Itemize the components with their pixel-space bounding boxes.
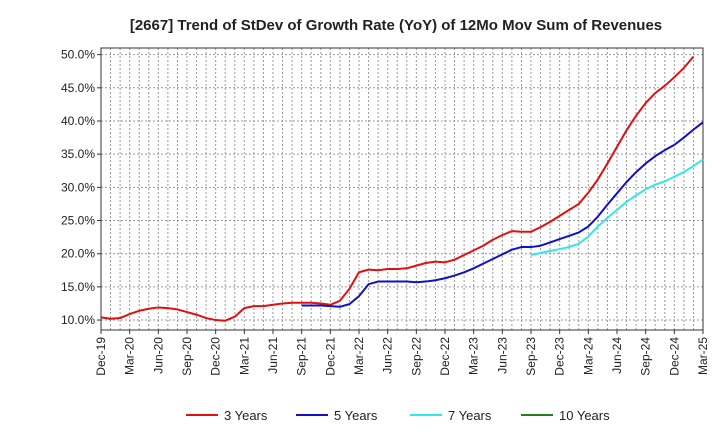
y-tick-label: 45.0% [61,81,95,95]
series-group [100,55,704,322]
x-tick-label: Jun-20 [151,337,165,374]
x-tick-label: Dec-19 [94,337,108,376]
legend-label: 5 Years [334,408,378,423]
x-tick-label: Sep-22 [409,337,423,376]
y-tick-label: 10.0% [61,313,95,327]
x-tick-label: Sep-23 [524,337,538,376]
y-tick-label: 25.0% [61,214,95,228]
y-tick-label: 50.0% [61,48,95,62]
x-tick-label: Jun-22 [381,337,395,374]
legend-label: 7 Years [448,408,492,423]
x-tick-label: Mar-20 [123,337,137,375]
chart-title: [2667] Trend of StDev of Growth Rate (Yo… [130,17,662,34]
x-tick-label: Mar-22 [352,337,366,375]
x-tick-label: Mar-25 [696,337,710,375]
grid [100,48,704,330]
x-tick-label: Mar-23 [467,337,481,375]
x-tick-label: Dec-24 [667,337,681,376]
y-tick-label: 40.0% [61,114,95,128]
legend: 3 Years 5 Years 7 Years 10 Years [186,408,610,423]
legend-label: 10 Years [559,408,610,423]
series-line-3-years [100,55,695,322]
x-tick-label: Dec-23 [553,337,567,376]
x-tick-label: Dec-21 [323,337,337,376]
x-tick-label: Mar-21 [237,337,251,375]
x-tick-label: Sep-24 [639,337,653,376]
x-axis: Dec-19 Mar-20 Jun-20 Sep-20 Dec-20 Mar-21 Jun-… [94,330,710,376]
y-tick-label: 15.0% [61,280,95,294]
legend-label: 3 Years [224,408,268,423]
series-line-7-years [530,158,704,256]
x-tick-label: Dec-22 [438,337,452,376]
x-tick-label: Sep-21 [295,337,309,376]
plot-frame [100,47,704,331]
x-tick-label: Jun-24 [610,337,624,374]
series-line-5-years [301,121,704,308]
x-tick-label: Jun-23 [495,337,509,374]
y-axis: 10.0% 15.0% 20.0% 25.0% 30.0% 35.0% 40.0% 45.0%… [61,48,101,327]
x-tick-label: Jun-21 [266,337,280,374]
x-tick-label: Sep-20 [180,337,194,376]
y-tick-label: 20.0% [61,247,95,261]
x-tick-label: Dec-20 [209,337,223,376]
y-tick-label: 30.0% [61,180,95,194]
x-tick-label: Mar-24 [581,337,595,375]
y-tick-label: 35.0% [61,147,95,161]
